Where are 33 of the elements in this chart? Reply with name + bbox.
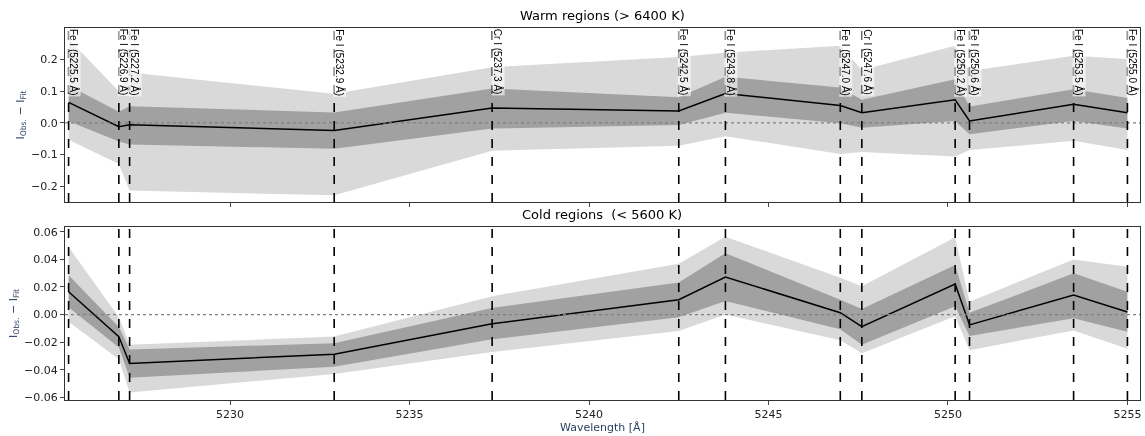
- x-tick-label: 5240: [575, 408, 604, 422]
- ref-line-label: Fe I (5250.2 Å): [954, 29, 967, 97]
- ref-line-label: Cr I (5237.3 Å): [492, 28, 505, 95]
- y-tick-label: −0.04: [24, 363, 58, 377]
- ref-line-label: Fe I (5225.5 Å): [68, 28, 81, 96]
- y-tick-label: −0.06: [24, 391, 58, 405]
- x-tick-label: 5245: [754, 408, 783, 422]
- chart-title: Warm regions (> 6400 K): [520, 8, 685, 23]
- ref-line-label: Fe I (5227.2 Å): [129, 28, 142, 96]
- x-tick-label: 5230: [216, 408, 245, 422]
- x-tick-label: 5235: [395, 408, 424, 422]
- ref-line-label: Fe I (5243.8 Å): [724, 29, 737, 96]
- ref-line-label: Fe I (5232.9 Å): [333, 29, 346, 96]
- ref-line-label: Fe I (5255.0 Å): [1126, 29, 1139, 96]
- ref-line-label: Fe I (5253.5 Å): [1073, 28, 1086, 96]
- x-tick-label: 5250: [933, 408, 962, 422]
- ref-line-label: Fe I (5242.5 Å): [678, 28, 691, 96]
- ref-line-label: Cr I (5247.6 Å): [861, 29, 874, 95]
- y-tick-label: 0.00: [33, 308, 58, 322]
- y-tick-label: −0.02: [24, 335, 58, 349]
- y-tick-label: 0.04: [33, 253, 58, 267]
- y-tick-label: 0.0: [40, 116, 58, 130]
- x-axis-title: Wavelength [Å]: [560, 421, 645, 435]
- y-tick-label: 0.02: [33, 280, 58, 294]
- ref-line-label: Fe I (5250.6 Å): [969, 28, 982, 96]
- y-tick-label: 0.1: [40, 85, 58, 99]
- y-tick-label: −0.2: [31, 180, 58, 194]
- x-tick-label: 5255: [1113, 408, 1142, 422]
- chart-title: Cold regions (< 5600 K): [522, 207, 683, 222]
- y-tick-label: 0.06: [33, 225, 58, 239]
- ref-line-label: Fe I (5247.0 Å): [839, 29, 852, 96]
- y-tick-label: −0.1: [31, 148, 58, 162]
- y-tick-label: 0.2: [40, 53, 58, 67]
